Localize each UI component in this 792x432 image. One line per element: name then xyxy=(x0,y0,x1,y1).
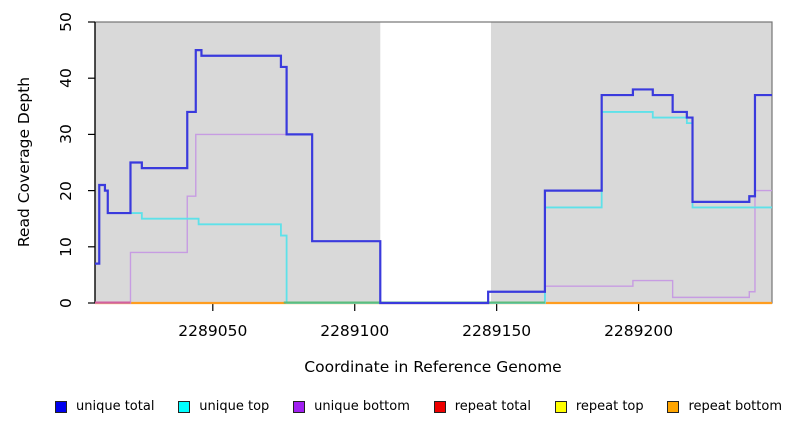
legend-item: repeat total xyxy=(433,399,531,414)
legend-label: unique bottom xyxy=(314,399,410,414)
legend-item: unique total xyxy=(55,399,154,414)
legend-label: repeat total xyxy=(454,399,531,414)
y-tick-label: 30 xyxy=(57,124,75,145)
legend-item: unique bottom xyxy=(293,399,410,414)
y-tick-label: 40 xyxy=(57,68,75,89)
legend-item: unique top xyxy=(178,399,269,414)
legend-label: repeat top xyxy=(575,399,644,414)
legend: unique total unique top unique bottom repea… xyxy=(55,399,782,414)
y-tick-label: 0 xyxy=(57,298,75,308)
legend-item: repeat top xyxy=(554,399,644,414)
y-tick-label: 50 xyxy=(57,12,75,32)
x-tick-label: 2289150 xyxy=(462,322,532,340)
x-tick-label: 2289050 xyxy=(178,322,248,340)
legend-label: repeat bottom xyxy=(688,399,782,414)
legend-swatch-icon xyxy=(433,400,446,413)
legend-item: repeat bottom xyxy=(667,399,782,414)
legend-swatch-icon xyxy=(178,400,191,413)
unique-total-line xyxy=(95,49,772,305)
x-tick-label: 2289200 xyxy=(604,322,674,340)
legend-swatch-icon xyxy=(554,400,567,413)
x-tick-label: 2289100 xyxy=(320,322,390,340)
legend-swatch-icon xyxy=(667,400,680,413)
legend-label: unique top xyxy=(199,399,270,414)
y-tick-label: 10 xyxy=(57,236,75,257)
legend-label: unique total xyxy=(76,399,155,414)
y-tick-label: 20 xyxy=(57,180,75,201)
x-axis-title: Coordinate in Reference Genome xyxy=(304,358,562,376)
legend-swatch-icon xyxy=(293,400,306,413)
y-axis-title: Read Coverage Depth xyxy=(15,76,33,248)
shaded-region xyxy=(490,22,772,303)
legend-swatch-icon xyxy=(55,400,67,413)
